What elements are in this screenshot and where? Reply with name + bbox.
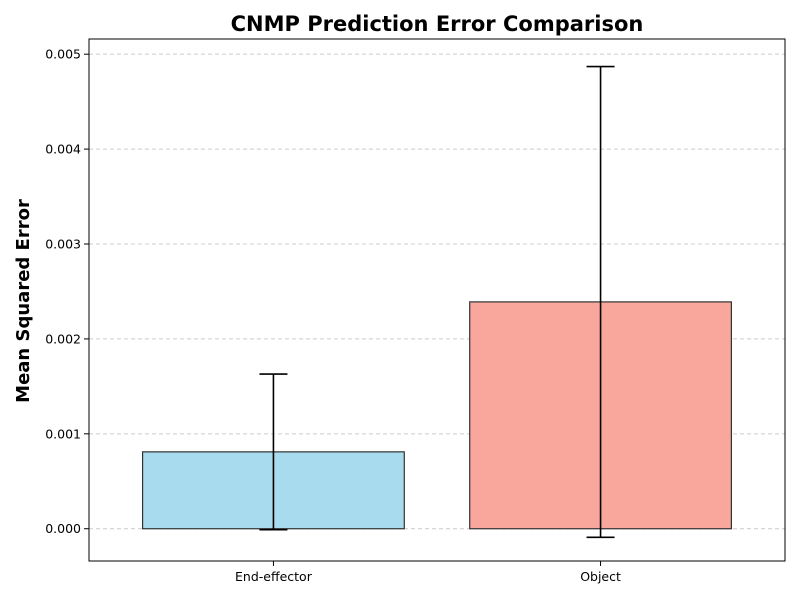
y-tick-label: 0.001 [45,426,81,441]
x-tick-label: Object [580,569,621,584]
plot-frame [88,38,786,562]
axis-ticks: 0.000 0.001 0.002 0.003 0.004 0.005 End-effect… [45,47,621,584]
y-tick-label: 0.004 [45,142,81,157]
x-tick-label: End-effector [235,569,313,584]
chart-title: CNMP Prediction Error Comparison [231,12,644,36]
error-bars [259,65,615,539]
y-axis-label: Mean Squared Error [13,199,34,403]
y-tick-label: 0.002 [45,331,81,346]
y-tick-label: 0.005 [45,47,81,62]
bars [141,301,733,530]
y-tick-label: 0.000 [45,521,81,536]
y-tick-label: 0.003 [45,237,81,252]
